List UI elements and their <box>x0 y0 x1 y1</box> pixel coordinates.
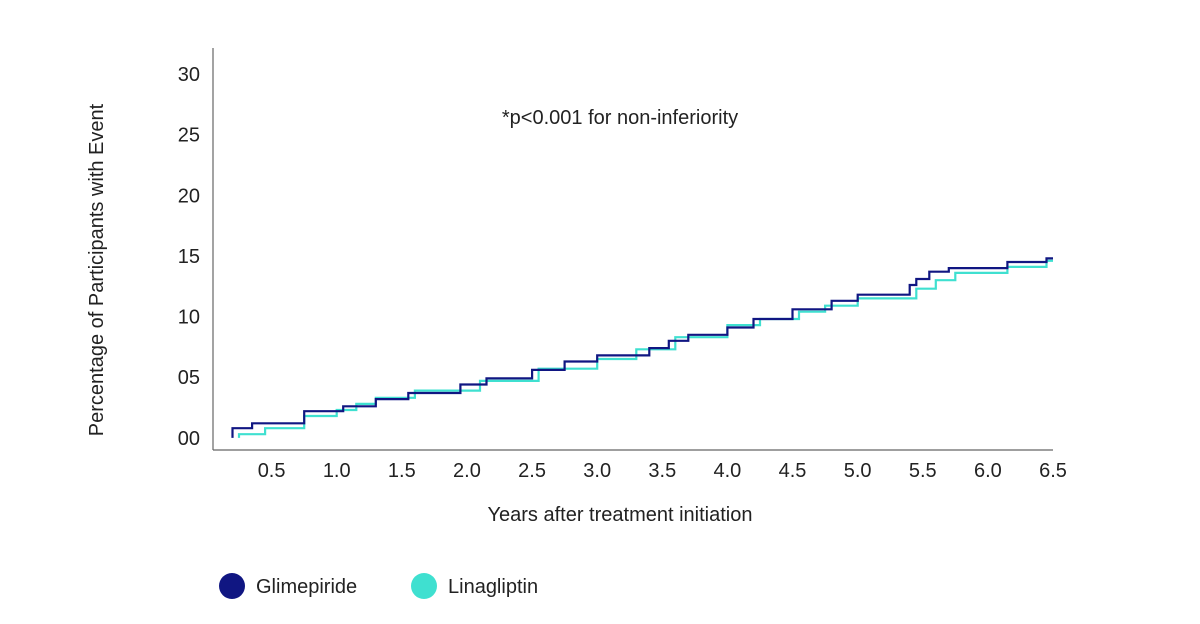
x-tick-label: 5.0 <box>844 460 872 482</box>
y-tick-label: 25 <box>178 125 200 147</box>
legend-item-glimepiride: Glimepiride <box>219 573 357 599</box>
x-tick-label: 2.0 <box>453 460 481 482</box>
y-axis-label: Percentage of Participants with Event <box>86 103 108 436</box>
axes <box>212 48 1053 451</box>
legend-marker-linagliptin <box>411 573 437 599</box>
legend-label-linagliptin: Linagliptin <box>448 576 538 598</box>
x-tick-label: 6.0 <box>974 460 1002 482</box>
y-tick-label: 00 <box>178 428 200 450</box>
x-tick-label: 6.5 <box>1039 460 1067 482</box>
x-axis-label: Years after treatment initiation <box>488 504 753 526</box>
x-tick-label: 2.5 <box>518 460 546 482</box>
x-tick-label: 0.5 <box>258 460 286 482</box>
x-tick-label: 4.0 <box>714 460 742 482</box>
y-tick-label: 20 <box>178 185 200 207</box>
y-tick-label: 10 <box>178 307 200 329</box>
series-line-glimepiride <box>231 257 1053 438</box>
y-tick-label: 05 <box>178 367 200 389</box>
x-tick-label: 3.5 <box>648 460 676 482</box>
legend: Glimepiride Linagliptin <box>219 573 538 599</box>
x-tick-label: 1.5 <box>388 460 416 482</box>
legend-label-glimepiride: Glimepiride <box>256 576 357 598</box>
x-tick-label: 4.5 <box>779 460 807 482</box>
legend-marker-glimepiride <box>219 573 245 599</box>
y-tick-label: 30 <box>178 64 200 86</box>
annotation: *p<0.001 for non-inferiority <box>502 107 738 129</box>
ticks: 0.5 1.0 1.5 2.0 2.5 3.0 3.5 4.0 4.5 5.0 5.5 6.0 6.5 0… <box>178 64 1067 482</box>
y-tick-label: 15 <box>178 246 200 268</box>
series-layer <box>231 257 1053 438</box>
series-line-linagliptin <box>237 259 1053 438</box>
x-tick-label: 1.0 <box>323 460 351 482</box>
legend-item-linagliptin: Linagliptin <box>411 573 538 599</box>
x-tick-label: 3.0 <box>583 460 611 482</box>
x-tick-label: 5.5 <box>909 460 937 482</box>
